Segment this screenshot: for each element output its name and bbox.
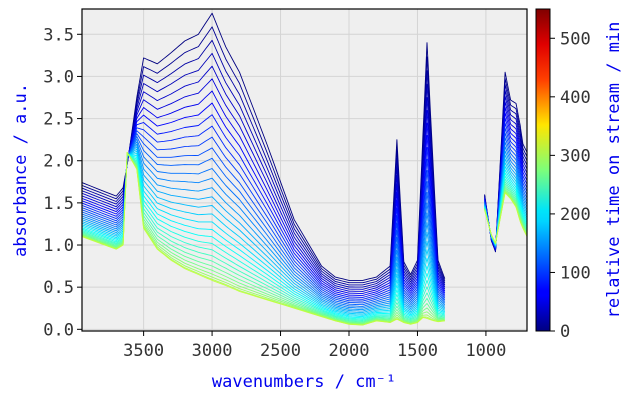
colorbar-tick-label: 300: [560, 146, 591, 166]
colorbar-tick-label: 200: [560, 205, 591, 225]
y-tick-label: 3.0: [43, 67, 74, 87]
spectrum-line: [82, 153, 445, 321]
colorbar-tick-label: 100: [560, 263, 591, 283]
y-tick-label: 1.0: [43, 236, 74, 256]
y-axis-ticks: 0.0 0.5 1.0 1.5 2.0 2.5 3.0 3.5: [43, 25, 82, 340]
colorbar-tick-label: 500: [560, 29, 591, 49]
colorbar-label: relative time on stream / min: [604, 22, 624, 319]
spectrum-line: [82, 153, 445, 320]
spectrum-line: [82, 153, 445, 319]
x-tick-label: 2000: [329, 341, 370, 361]
colorbar-tick-label: 0: [560, 322, 570, 342]
x-tick-label: 1000: [465, 341, 506, 361]
colorbar-ticks: 0 100 200 300 400 500: [550, 29, 591, 342]
y-tick-label: 3.5: [43, 25, 74, 45]
x-axis-label: wavenumbers / cm⁻¹: [212, 372, 396, 392]
colorbar: [535, 8, 551, 332]
y-tick-label: 1.5: [43, 194, 74, 214]
y-axis-label: absorbance / a.u.: [11, 83, 31, 257]
spectra-lines: [82, 12, 527, 326]
y-tick-label: 0.0: [43, 320, 74, 340]
x-tick-label: 2500: [260, 341, 301, 361]
spectrum-line: [82, 154, 445, 318]
x-axis-ticks: 3500 3000 2500 2000 1500 1000: [123, 331, 506, 361]
spectrum-line: [484, 192, 527, 244]
y-tick-label: 0.5: [43, 278, 74, 298]
colorbar-tick-label: 400: [560, 88, 591, 108]
y-tick-label: 2.0: [43, 152, 74, 172]
x-tick-label: 1500: [397, 341, 438, 361]
plot-frame: [81, 8, 528, 332]
x-tick-label: 3500: [123, 341, 164, 361]
x-tick-label: 3000: [192, 341, 233, 361]
y-tick-label: 2.5: [43, 110, 74, 130]
spectrum-line: [82, 151, 445, 326]
